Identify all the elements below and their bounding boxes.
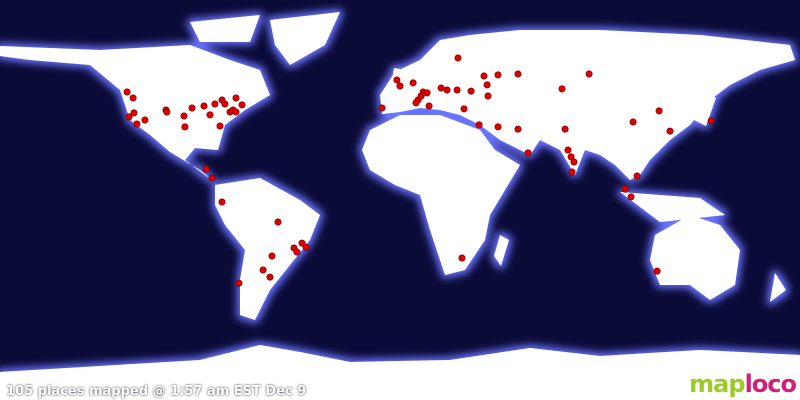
place-marker[interactable]: [653, 267, 661, 275]
japan: [694, 88, 716, 126]
place-marker[interactable]: [475, 121, 483, 129]
greenland: [270, 12, 340, 65]
place-marker[interactable]: [524, 149, 532, 157]
place-marker[interactable]: [561, 125, 569, 133]
landmasses: [0, 12, 800, 400]
place-marker[interactable]: [130, 109, 138, 117]
place-marker[interactable]: [221, 100, 229, 108]
place-marker[interactable]: [627, 193, 635, 201]
place-marker[interactable]: [235, 279, 243, 287]
place-marker[interactable]: [268, 252, 276, 260]
place-marker[interactable]: [570, 158, 578, 166]
place-marker[interactable]: [266, 273, 274, 281]
place-marker[interactable]: [453, 86, 461, 94]
antarctica: [0, 345, 800, 400]
place-marker[interactable]: [188, 104, 196, 112]
place-marker[interactable]: [460, 105, 468, 113]
place-marker[interactable]: [629, 118, 637, 126]
place-marker[interactable]: [409, 79, 417, 87]
place-marker[interactable]: [558, 85, 566, 93]
place-marker[interactable]: [514, 125, 522, 133]
place-marker[interactable]: [202, 165, 210, 173]
place-marker[interactable]: [425, 102, 433, 110]
maploco-logo[interactable]: maploco: [689, 370, 797, 398]
place-marker[interactable]: [396, 82, 404, 90]
place-marker[interactable]: [467, 87, 475, 95]
place-marker[interactable]: [259, 266, 267, 274]
place-marker[interactable]: [437, 84, 445, 92]
place-marker[interactable]: [293, 248, 301, 256]
place-marker[interactable]: [454, 54, 462, 62]
place-marker[interactable]: [458, 254, 466, 262]
eurasia: [380, 30, 795, 180]
place-marker[interactable]: [206, 111, 214, 119]
place-marker[interactable]: [216, 122, 224, 130]
place-marker[interactable]: [707, 117, 715, 125]
place-marker[interactable]: [412, 99, 420, 107]
place-marker[interactable]: [211, 100, 219, 108]
new-zealand: [770, 273, 786, 302]
place-marker[interactable]: [141, 116, 149, 124]
place-marker[interactable]: [123, 88, 131, 96]
place-marker[interactable]: [180, 112, 188, 120]
southeast-asia-islands: [620, 192, 725, 222]
place-marker[interactable]: [200, 102, 208, 110]
place-marker[interactable]: [443, 86, 451, 94]
arctic-islands: [190, 15, 260, 42]
place-marker[interactable]: [480, 72, 488, 80]
place-marker[interactable]: [393, 76, 401, 84]
africa: [362, 115, 520, 275]
place-marker[interactable]: [633, 172, 641, 180]
place-marker[interactable]: [133, 120, 141, 128]
place-marker[interactable]: [585, 70, 593, 78]
place-marker[interactable]: [494, 71, 502, 79]
place-marker[interactable]: [423, 89, 431, 97]
place-marker[interactable]: [238, 101, 246, 109]
place-marker[interactable]: [564, 146, 572, 154]
australia: [650, 215, 740, 300]
place-marker[interactable]: [302, 243, 310, 251]
place-marker[interactable]: [621, 185, 629, 193]
places-mapped-status: 105 places mapped @ 1:57 am EST Dec 9: [6, 384, 307, 399]
place-marker[interactable]: [494, 123, 502, 131]
place-marker[interactable]: [208, 174, 216, 182]
place-marker[interactable]: [568, 168, 576, 176]
place-marker[interactable]: [218, 198, 226, 206]
place-marker[interactable]: [484, 92, 492, 100]
place-marker[interactable]: [417, 92, 425, 100]
madagascar: [494, 235, 509, 266]
place-marker[interactable]: [129, 94, 137, 102]
place-marker[interactable]: [125, 113, 133, 121]
place-marker[interactable]: [514, 70, 522, 78]
place-marker[interactable]: [163, 108, 171, 116]
place-marker[interactable]: [378, 104, 386, 112]
place-marker[interactable]: [232, 108, 240, 116]
place-marker[interactable]: [181, 123, 189, 131]
place-marker[interactable]: [483, 81, 491, 89]
place-marker[interactable]: [232, 94, 240, 102]
place-marker[interactable]: [666, 127, 674, 135]
place-markers: [123, 54, 715, 287]
place-marker[interactable]: [655, 107, 663, 115]
place-marker[interactable]: [274, 218, 282, 226]
